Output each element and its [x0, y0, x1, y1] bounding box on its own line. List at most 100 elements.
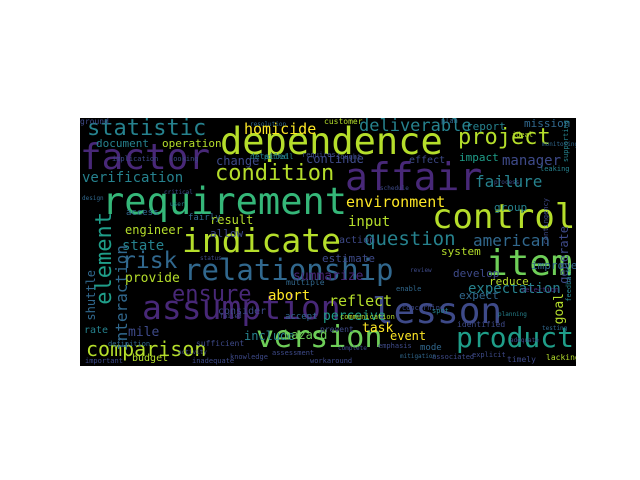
cloud-word: indicate: [182, 221, 341, 260]
cloud-word: perceive: [323, 309, 386, 324]
cloud-word: enable: [396, 285, 422, 293]
cloud-word: sought: [336, 153, 362, 161]
cloud-word: improve: [531, 259, 576, 272]
cloud-word: identified: [457, 320, 506, 329]
cloud-word: looking: [169, 155, 199, 163]
cloud-word: fairly: [188, 213, 221, 223]
cloud-word: american: [473, 231, 551, 250]
cloud-word: reflect: [329, 292, 393, 310]
cloud-word: product: [456, 321, 575, 354]
cloud-word: allow: [210, 227, 244, 240]
cloud-word: accept: [285, 312, 318, 322]
cloud-word: monitoring: [542, 141, 576, 148]
cloud-word: expectation: [468, 281, 561, 297]
cloud-word: feedback: [565, 268, 573, 302]
cloud-word: factor: [80, 137, 211, 178]
cloud-word: requires: [302, 151, 336, 159]
cloud-word: budget: [132, 353, 169, 364]
cloud-word: provide: [125, 271, 180, 286]
cloud-word: assessment: [272, 349, 315, 357]
cloud-word: ground: [80, 118, 109, 126]
cloud-word: dependence: [220, 120, 443, 163]
cloud-word: ideal: [512, 131, 534, 139]
cloud-word: associated: [432, 353, 475, 361]
cloud-word: knowledge: [230, 353, 268, 361]
cloud-word: design: [82, 195, 104, 202]
cloud-word: comparison: [86, 337, 207, 361]
cloud-word: environment: [346, 193, 446, 211]
cloud-word: mitigation: [400, 353, 437, 360]
cloud-word: planning: [498, 311, 527, 318]
cloud-word: input: [348, 214, 391, 230]
cloud-word: hazard: [284, 328, 328, 342]
cloud-word: definition: [108, 340, 151, 348]
cloud-word: adequate: [510, 337, 539, 344]
cloud-word: engineer: [125, 223, 183, 237]
cloud-word: develop: [453, 267, 500, 280]
cloud-word: estimate: [322, 252, 375, 265]
cloud-word: lacking: [546, 353, 576, 362]
cloud-word: impact: [459, 151, 499, 164]
cloud-word: continue: [306, 152, 364, 166]
cloud-word: mode: [420, 343, 442, 353]
cloud-word: manager: [502, 153, 562, 169]
cloud-word: requirement: [102, 180, 348, 223]
cloud-word: pitfall: [264, 153, 294, 161]
cloud-word: consider: [218, 306, 267, 317]
cloud-word: shuttle: [84, 270, 98, 321]
cloud-word: statistic: [87, 118, 207, 141]
cloud-word: version: [256, 320, 383, 355]
cloud-word: resolution: [250, 121, 287, 128]
word-cloud: dependence factor affair requirement control…: [80, 118, 576, 366]
cloud-word: abort: [268, 288, 311, 304]
cloud-word: task: [362, 321, 394, 336]
cloud-word: emphasis: [378, 342, 412, 350]
cloud-word: explicit: [472, 351, 506, 359]
cloud-word: inadequate: [192, 357, 235, 365]
cloud-word: group: [494, 201, 528, 214]
cloud-word: reduce: [489, 275, 529, 288]
cloud-word: verification: [82, 170, 184, 186]
cloud-word: question: [364, 228, 456, 250]
cloud-word: operation: [162, 137, 222, 150]
cloud-word: timely: [507, 355, 536, 364]
cloud-word: action: [339, 235, 376, 246]
cloud-word: schedule: [380, 185, 409, 192]
cloud-word: include: [244, 329, 295, 343]
cloud-word: homicide: [244, 120, 317, 138]
cloud-word: selection: [521, 286, 559, 294]
cloud-word: event: [390, 329, 427, 343]
cloud-word: failed: [220, 313, 242, 320]
cloud-word: spot: [432, 307, 449, 315]
cloud-word: ensure: [172, 282, 252, 307]
cloud-word: rate: [84, 325, 109, 336]
cloud-word: change: [216, 154, 260, 168]
cloud-word: summarize: [293, 269, 364, 284]
cloud-word: deliverable: [359, 118, 472, 136]
cloud-word: access: [126, 208, 159, 218]
cloud-word: detailed: [250, 152, 289, 161]
cloud-word: system: [441, 245, 481, 258]
cloud-word: effect: [409, 155, 446, 166]
cloud-word: complete: [338, 345, 367, 352]
cloud-word: control: [432, 197, 576, 237]
cloud-word: activity: [178, 349, 207, 356]
cloud-word: result: [210, 213, 254, 227]
cloud-word: user: [170, 201, 185, 208]
cloud-word: risk: [122, 248, 178, 274]
cloud-word: document: [96, 137, 149, 150]
cloud-word: status: [200, 255, 222, 262]
cloud-word: lesson: [372, 291, 503, 332]
cloud-word: prevent: [320, 325, 354, 334]
cloud-word: affair: [345, 155, 483, 199]
cloud-word: failure: [475, 172, 543, 191]
cloud-word: state: [122, 238, 165, 254]
cloud-word: leaking: [540, 165, 570, 173]
cloud-word: item: [486, 243, 573, 284]
cloud-word: mile: [128, 325, 160, 340]
cloud-word: assumption: [142, 288, 341, 327]
cloud-word: concerning: [402, 304, 445, 312]
cloud-word: review: [410, 267, 432, 274]
cloud-word: sufficient: [196, 339, 245, 348]
cloud-word: condition: [215, 161, 335, 186]
